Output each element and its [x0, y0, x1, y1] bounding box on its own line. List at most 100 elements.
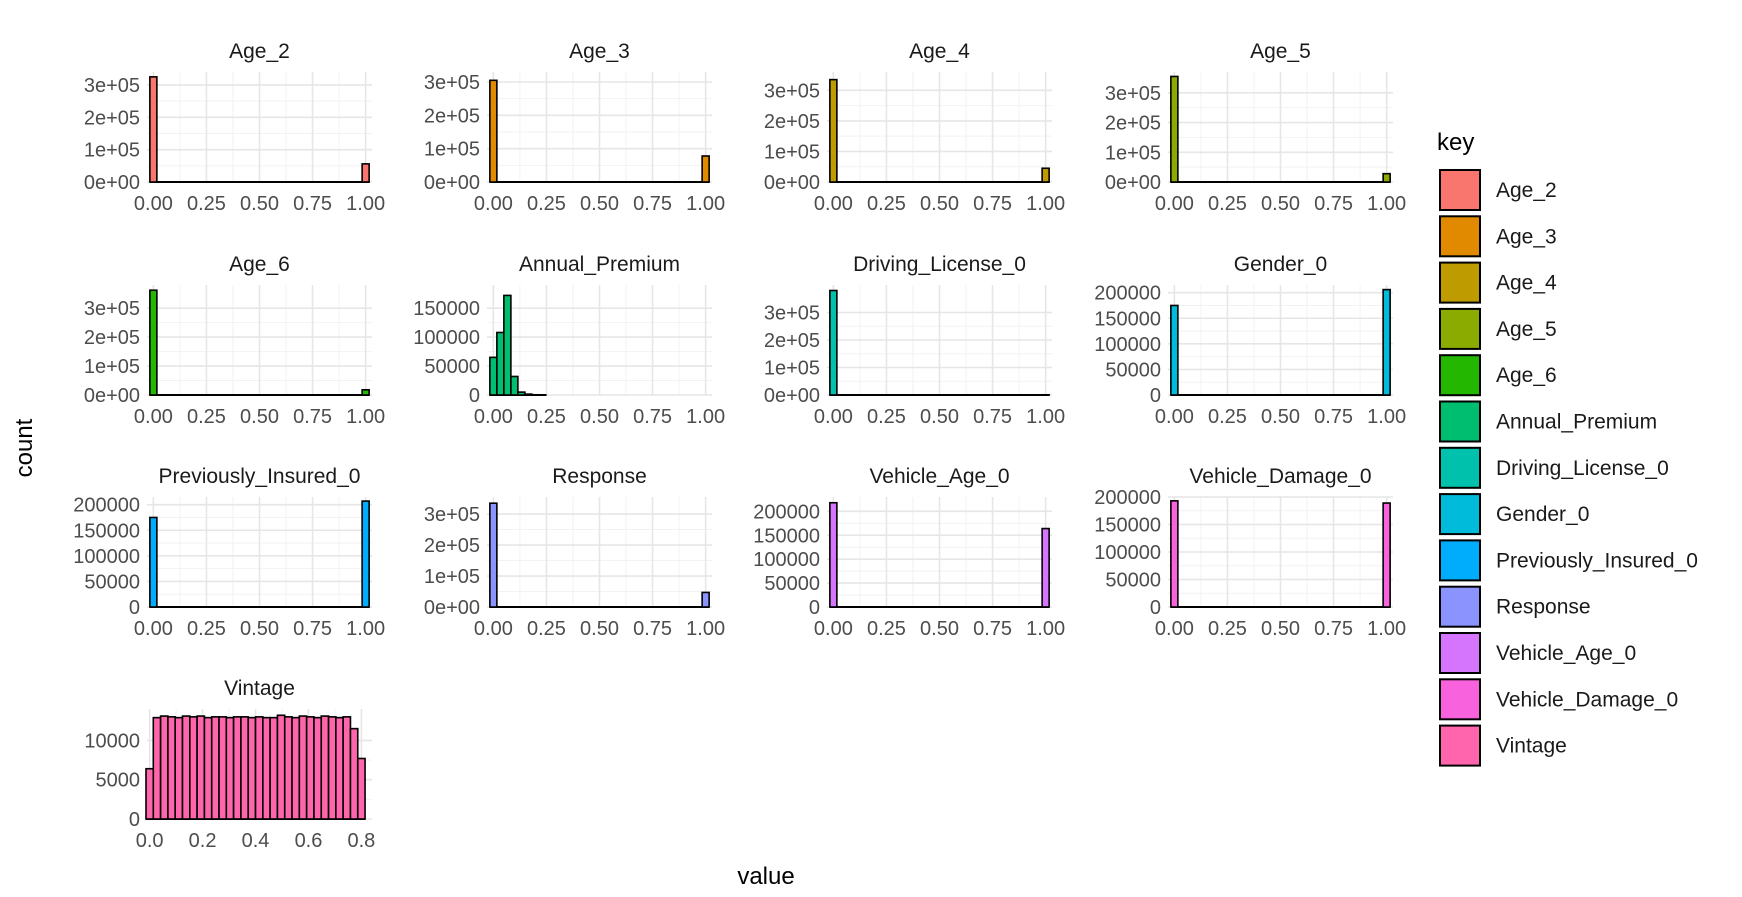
x-tick-label: 0.00: [1155, 193, 1194, 215]
x-tick-label: 0.75: [293, 193, 332, 215]
facet-title: Gender_0: [1234, 253, 1327, 276]
y-tick-label: 2e+05: [424, 105, 480, 127]
y-tick-label: 100000: [73, 546, 140, 568]
histogram-bar: [152, 716, 162, 820]
histogram-bar: [1170, 500, 1179, 608]
facet-title: Vehicle_Damage_0: [1189, 465, 1371, 488]
legend-item: Age_3: [1439, 215, 1557, 258]
legend-label: Age_4: [1496, 272, 1557, 295]
histogram-bar: [203, 716, 213, 820]
x-tick-label: 0.25: [187, 406, 226, 428]
y-tick-label: 50000: [84, 571, 140, 593]
y-tick-label: 150000: [413, 298, 480, 320]
facet-panel: Vehicle_Damage_0 0.00 0.25 0.50 0.75 1.00 0 500…: [1094, 465, 1406, 640]
x-tick-label: 0.00: [474, 618, 513, 640]
histogram-bar: [829, 289, 838, 396]
x-tick-label: 0.00: [474, 193, 513, 215]
x-tick-label: 0.2: [189, 830, 217, 852]
y-tick-label: 50000: [764, 573, 820, 595]
legend-label: Vehicle_Damage_0: [1496, 688, 1678, 711]
y-tick-label: 150000: [73, 520, 140, 542]
histogram-bar: [524, 393, 533, 396]
x-tick-label: 0.75: [1314, 406, 1353, 428]
x-tick-label: 1.00: [1367, 618, 1406, 640]
facet-panels: Age_20.00 0.25 0.50 0.75 1.000e+001e+052e+05…: [73, 40, 1406, 852]
legend-label: Vehicle_Age_0: [1496, 642, 1636, 665]
legend-label: Response: [1496, 596, 1591, 619]
histogram-bar: [327, 716, 337, 820]
legend-item: Vehicle_Age_0: [1439, 632, 1636, 674]
x-tick-label: 0.25: [1208, 406, 1247, 428]
x-tick-label: 1.00: [346, 406, 385, 428]
y-tick-label: 10000: [84, 730, 140, 752]
histogram-bar: [1170, 75, 1179, 183]
y-tick-label: 150000: [1094, 308, 1161, 330]
y-tick-label: 1e+05: [424, 566, 480, 588]
x-tick-label: 0.75: [973, 406, 1012, 428]
facet-title: Response: [552, 465, 647, 488]
x-tick-label: 0.00: [1155, 618, 1194, 640]
y-tick-label: 2e+05: [764, 111, 820, 133]
legend-label: Age_3: [1496, 225, 1557, 248]
x-tick-label: 0.25: [187, 618, 226, 640]
legend-swatch: [1439, 678, 1481, 721]
x-tick-label: 0.00: [474, 406, 513, 428]
histogram-bar: [510, 375, 519, 396]
legend-swatch: [1439, 632, 1481, 674]
histogram-bar: [262, 716, 271, 820]
x-tick-label: 0.25: [1208, 618, 1247, 640]
histogram-bar: [1382, 172, 1391, 183]
y-tick-label: 50000: [424, 356, 480, 378]
x-tick-label: 0.00: [134, 618, 173, 640]
x-tick-label: 0.25: [867, 406, 906, 428]
y-tick-label: 3e+05: [1105, 83, 1161, 105]
y-tick-label: 3e+05: [84, 298, 140, 320]
histogram-bar: [829, 501, 838, 608]
facet-panel: Vintage 0.0 0.2 0.4 0.6 0.8 0 5000 10000: [84, 677, 375, 852]
x-tick-label: 0.50: [1261, 406, 1300, 428]
y-tick-label: 0: [129, 597, 140, 619]
y-tick-label: 0e+00: [84, 172, 140, 194]
x-tick-label: 1.00: [1026, 193, 1065, 215]
x-tick-label: 0.75: [973, 193, 1012, 215]
legend-swatch: [1439, 307, 1481, 350]
histogram-bar: [1382, 502, 1391, 608]
legend-item: Response: [1439, 585, 1591, 628]
legend-swatch: [1439, 724, 1481, 767]
x-tick-label: 0.50: [580, 406, 619, 428]
histogram-bar: [313, 716, 323, 820]
y-axis-title: count: [11, 418, 38, 477]
x-tick-label: 0.75: [633, 193, 672, 215]
facet-title: Vehicle_Age_0: [869, 465, 1009, 488]
y-tick-label: 2e+05: [764, 330, 820, 352]
x-tick-label: 0.00: [134, 193, 173, 215]
x-tick-label: 1.00: [1026, 618, 1065, 640]
facet-panel: Vehicle_Age_00.00 0.25 0.50 0.75 1.000500001…: [753, 465, 1065, 640]
y-tick-label: 0e+00: [764, 385, 820, 407]
y-tick-label: 3e+05: [84, 75, 140, 97]
legend-swatch: [1439, 215, 1481, 258]
legend-item: Age_6: [1439, 354, 1557, 397]
histogram-bar: [361, 388, 370, 396]
histogram-bar: [517, 391, 526, 396]
x-tick-label: 0.75: [633, 618, 672, 640]
histogram-bar: [145, 767, 155, 820]
y-tick-label: 0: [1150, 385, 1161, 407]
histogram-bar: [342, 716, 352, 820]
legend-swatch: [1439, 169, 1481, 211]
histogram-bar: [276, 714, 286, 820]
x-tick-label: 0.8: [348, 830, 376, 852]
y-tick-label: 2e+05: [84, 327, 140, 349]
histogram-bar: [349, 727, 359, 820]
legend-swatch: [1439, 539, 1481, 582]
x-tick-label: 1.00: [346, 618, 385, 640]
legend-swatch: [1439, 400, 1481, 443]
x-tick-label: 1.00: [686, 406, 725, 428]
x-tick-label: 0.50: [240, 618, 279, 640]
y-tick-label: 200000: [73, 495, 140, 517]
facet-panel: Previously_Insured_0 0.00 0.25 0.50 0.75 1.00…: [73, 465, 385, 640]
x-tick-label: 0.00: [814, 406, 853, 428]
legend-label: Age_6: [1496, 364, 1557, 387]
histogram-bar: [254, 716, 264, 820]
x-tick-label: 0.4: [242, 830, 270, 852]
